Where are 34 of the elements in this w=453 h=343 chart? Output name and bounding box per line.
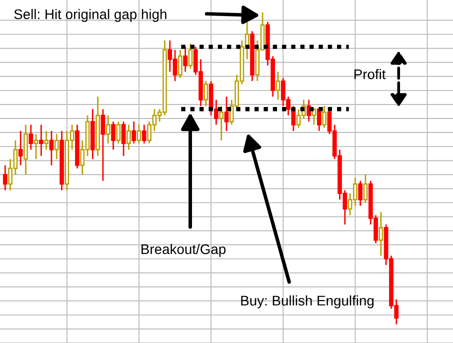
candlestick — [111, 120, 116, 150]
candlestick — [142, 124, 146, 144]
candlestick — [34, 133, 38, 160]
annotation: Profit — [354, 68, 386, 80]
annotation: Sell: Hit original gap high — [14, 8, 166, 22]
candlestick — [188, 42, 193, 70]
candlestick — [204, 80, 208, 107]
candlestick — [183, 46, 188, 72]
candlestick — [2, 164, 8, 191]
candlestick — [116, 120, 121, 144]
candlestick — [28, 124, 34, 150]
candlestick — [358, 180, 363, 206]
candlestick — [39, 124, 44, 157]
candlestick — [363, 174, 368, 204]
candlestick — [276, 71, 280, 100]
candlestick — [132, 120, 136, 144]
candlestick — [54, 133, 59, 160]
candlestick — [106, 114, 110, 144]
annotation: Buy: Bullish Engulfing — [241, 295, 374, 308]
candlestick — [378, 211, 384, 256]
candlestick — [214, 99, 218, 126]
candlestick — [126, 124, 131, 150]
candlestick — [100, 108, 106, 182]
annotation: Breakout/Gap — [142, 244, 226, 257]
candlestick — [44, 130, 48, 150]
candlestick — [178, 49, 182, 79]
candlestick — [322, 105, 326, 129]
candlestick — [121, 120, 126, 157]
candlestick — [219, 105, 224, 142]
candlestick — [224, 96, 229, 132]
candlestick — [18, 130, 23, 166]
candlestick — [306, 99, 312, 122]
candlestick — [49, 130, 54, 166]
candlestick — [136, 124, 142, 144]
